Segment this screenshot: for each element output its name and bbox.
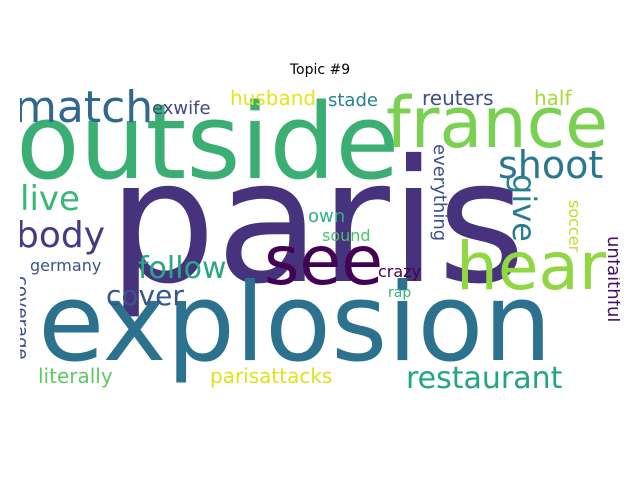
word-give: give <box>505 174 543 242</box>
word-half: half <box>534 88 572 110</box>
word-literally: literally <box>38 364 113 388</box>
word-soccer: soccer <box>565 200 584 253</box>
word-reuters: reuters <box>422 88 494 110</box>
word-restaurant: restaurant <box>406 361 563 393</box>
word-hear: hear <box>456 228 607 305</box>
word-coverage: coverage <box>20 276 32 360</box>
word-germany: germany <box>30 256 102 275</box>
word-shoot: shoot <box>498 143 604 187</box>
word-match: match <box>20 88 154 133</box>
word-rap: rap <box>388 285 412 301</box>
word-see: see <box>264 222 384 301</box>
word-own: own <box>308 206 346 227</box>
word-parisattacks: parisattacks <box>210 364 333 388</box>
word-live: live <box>20 179 80 219</box>
word-france: france <box>386 88 609 164</box>
word-husband: husband <box>230 88 317 110</box>
word-cloud: paris outside explosion france hear see … <box>20 88 620 392</box>
word-follow: follow <box>138 251 227 286</box>
word-explosion: explosion <box>38 261 552 386</box>
word-crazy: crazy <box>378 262 422 281</box>
figure-title: Topic #9 <box>289 62 351 78</box>
word-body: body <box>20 215 106 256</box>
word-sound: sound <box>322 226 371 245</box>
word-exwife: exwife <box>152 98 211 119</box>
word-cover: cover <box>106 279 184 312</box>
word-outside: outside <box>20 88 400 203</box>
word-stade: stade <box>328 90 378 111</box>
word-unfaithful: unfaithful <box>603 236 620 323</box>
word-everything: everything <box>429 144 450 242</box>
word-paris: paris <box>108 124 526 322</box>
